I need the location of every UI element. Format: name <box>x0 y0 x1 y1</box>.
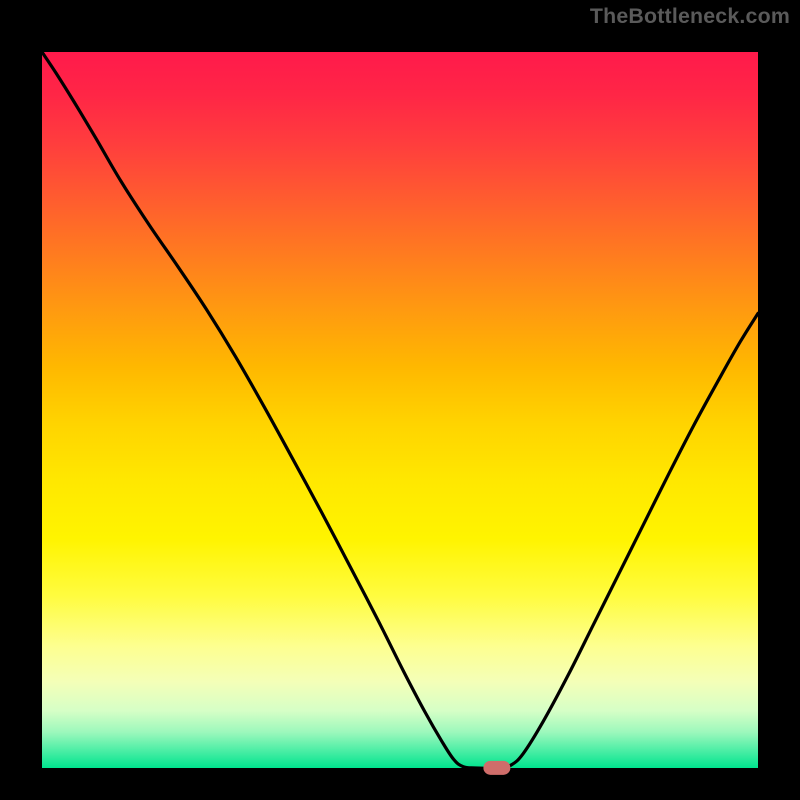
watermark-text: TheBottleneck.com <box>590 4 790 29</box>
chart-frame <box>20 30 780 790</box>
bottleneck-curve <box>42 52 758 768</box>
optimal-marker <box>483 761 510 775</box>
curve-path <box>42 52 758 768</box>
